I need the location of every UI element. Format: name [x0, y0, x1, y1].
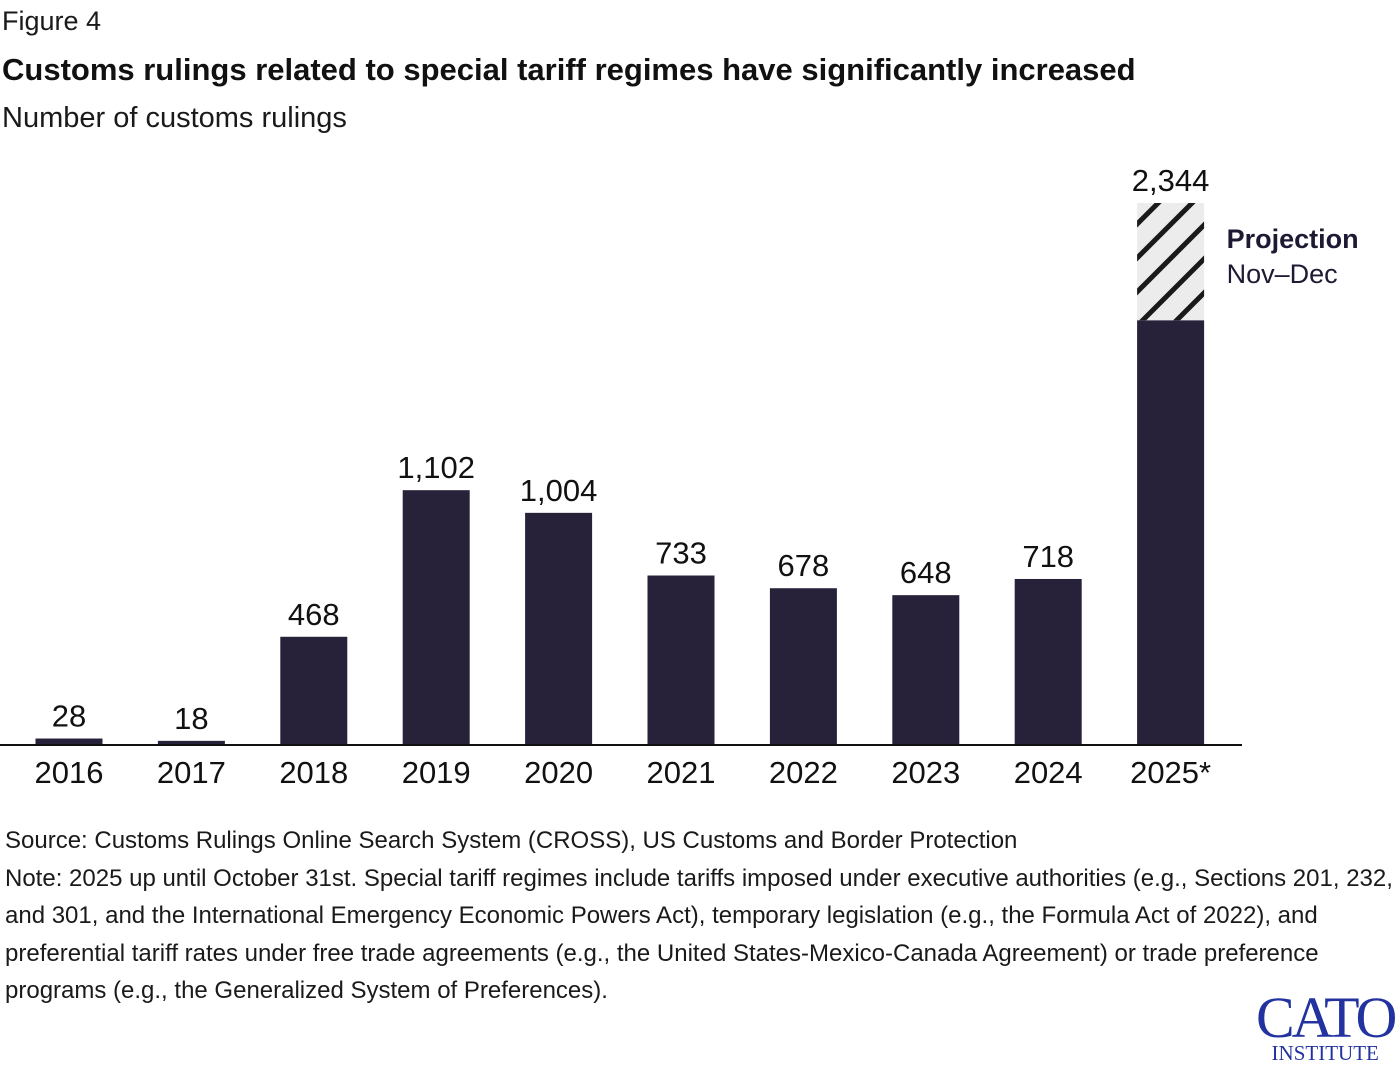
x-tick-label: 2022 [769, 755, 838, 790]
data-label: 1,004 [520, 473, 598, 508]
x-tick-label: 2020 [524, 755, 593, 790]
x-tick-label: 2021 [647, 755, 716, 790]
projection-label: Projection [1227, 224, 1359, 254]
data-label: 648 [900, 555, 952, 590]
figure-label: Figure 4 [2, 6, 102, 36]
bar-2017 [157, 740, 225, 745]
bar-2016 [35, 738, 103, 745]
cato-logo: CATO INSTITUTE [1256, 985, 1397, 1065]
projection-sublabel: Nov–Dec [1227, 259, 1338, 289]
x-tick-label: 2016 [35, 755, 104, 790]
bar-2019 [402, 490, 470, 745]
notes: Source: Customs Rulings Online Search Sy… [5, 822, 1395, 1010]
data-label: 28 [52, 699, 86, 734]
x-tick-label: 2023 [891, 755, 960, 790]
x-tick-label: 2024 [1014, 755, 1083, 790]
chart-title: Customs rulings related to special tarif… [2, 52, 1136, 87]
bar-2018 [280, 636, 348, 745]
x-tick-label: 2019 [402, 755, 471, 790]
x-tick-label: 2025* [1130, 755, 1211, 790]
data-label: 18 [174, 701, 208, 736]
data-label: 733 [655, 536, 707, 571]
data-label: 718 [1022, 539, 1074, 574]
data-label: 468 [288, 597, 340, 632]
bar-2022 [769, 588, 837, 745]
bar-2025* [1137, 320, 1205, 745]
data-label: 2,344 [1132, 163, 1210, 198]
chart-subtitle: Number of customs rulings [2, 102, 347, 134]
bar-2024 [1014, 578, 1082, 745]
data-label: 678 [778, 548, 830, 583]
data-label: 1,102 [397, 450, 475, 485]
bar-2021 [647, 575, 715, 745]
note-text: Note: 2025 up until October 31st. Specia… [5, 864, 1393, 1005]
x-tick-label: 2017 [157, 755, 226, 790]
x-tick-label: 2018 [279, 755, 348, 790]
bar-chart: 28 2016 18 2017 468 2018 1,102 2019 1,004 2020 733… [0, 163, 1359, 790]
bar-2023 [892, 595, 960, 745]
source-note: Source: Customs Rulings Online Search Sy… [5, 827, 1018, 854]
bar-2020 [525, 512, 593, 745]
projection-bar-segment [1137, 203, 1205, 321]
